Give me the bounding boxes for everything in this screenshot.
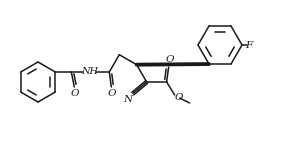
Text: NH: NH: [81, 66, 98, 76]
Text: O: O: [165, 55, 174, 65]
Text: O: O: [174, 93, 183, 101]
Text: O: O: [108, 89, 117, 99]
Text: O: O: [71, 89, 80, 99]
Text: N: N: [123, 95, 132, 104]
Text: F: F: [245, 40, 253, 50]
